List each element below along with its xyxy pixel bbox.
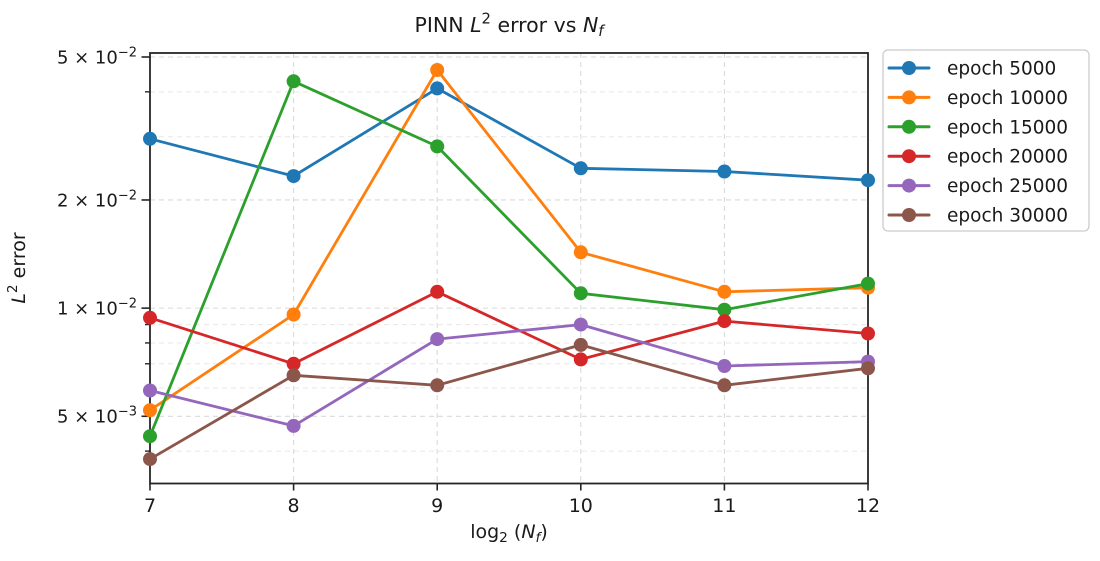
x-tick-label-10: 10	[569, 495, 593, 517]
legend-entry-epoch-5000: epoch 5000	[887, 59, 1056, 80]
legend-label-epoch-30000: epoch 30000	[947, 206, 1068, 227]
marker-epoch-5000-x11	[717, 164, 732, 179]
marker-epoch-25000-x10	[573, 317, 588, 332]
marker-epoch-15000-x7	[143, 429, 157, 444]
legend-marker-epoch-20000	[902, 149, 916, 164]
marker-epoch-10000-x7	[143, 403, 157, 418]
marker-epoch-5000-x12	[861, 173, 875, 188]
marker-epoch-5000-x10	[573, 161, 588, 176]
marker-epoch-10000-x10	[573, 245, 588, 260]
legend-marker-epoch-25000	[902, 178, 916, 193]
legend-entry-epoch-25000: epoch 25000	[887, 176, 1068, 197]
x-axis-label: log2 (Nf)	[470, 521, 548, 546]
y-tick-label-5e−2: 5 × 10−2	[57, 45, 137, 68]
series-line-epoch-20000	[148, 290, 870, 366]
marker-epoch-20000-x7	[143, 310, 157, 325]
marker-epoch-30000-x9	[430, 378, 445, 393]
legend-box	[882, 49, 1090, 232]
marker-epoch-15000-x10	[573, 286, 588, 301]
series-line-epoch-10000	[148, 68, 870, 412]
marker-epoch-25000-x11	[717, 359, 732, 373]
marker-epoch-15000-x11	[717, 302, 732, 317]
legend-marker-epoch-5000	[902, 61, 916, 75]
x-tick-label-7: 7	[144, 495, 156, 517]
marker-epoch-20000-x12	[861, 326, 875, 341]
marker-epoch-30000-x10	[573, 337, 588, 352]
marker-epoch-5000-x8	[286, 169, 301, 184]
marker-epoch-20000-x11	[717, 314, 732, 329]
chart-title: PINN L2 error vs Nf	[414, 10, 606, 40]
legend-entry-epoch-15000: epoch 15000	[887, 117, 1068, 138]
marker-epoch-30000-x7	[143, 452, 157, 467]
marker-epoch-30000-x11	[717, 378, 732, 393]
legend-entry-epoch-30000: epoch 30000	[887, 206, 1068, 227]
series-line-epoch-5000	[148, 87, 870, 182]
marker-epoch-20000-x8	[286, 356, 301, 371]
marker-epoch-10000-x9	[430, 63, 445, 77]
marker-epoch-15000-x9	[430, 139, 445, 154]
marker-epoch-15000-x12	[861, 276, 875, 291]
marker-epoch-25000-x9	[430, 332, 445, 347]
legend-label-epoch-20000: epoch 20000	[947, 147, 1068, 168]
y-tick-label-2e−2: 2 × 10−2	[57, 188, 137, 211]
marker-epoch-20000-x10	[573, 352, 588, 367]
y-tick-label-5e−3: 5 × 10−3	[57, 405, 137, 428]
legend-label-epoch-5000: epoch 5000	[947, 59, 1056, 80]
marker-epoch-20000-x9	[430, 284, 445, 299]
legend-entry-epoch-20000: epoch 20000	[887, 147, 1068, 168]
series-line-epoch-30000	[148, 343, 870, 461]
x-tick-label-11: 11	[712, 495, 736, 517]
plot-area	[149, 52, 869, 485]
y-tick-label-1e−2: 1 × 10−2	[57, 296, 137, 319]
x-tick-label-12: 12	[856, 495, 880, 517]
legend-marker-epoch-15000	[902, 119, 916, 134]
legend-label-epoch-10000: epoch 10000	[947, 88, 1068, 109]
marker-epoch-5000-x9	[430, 81, 445, 96]
legend-label-epoch-25000: epoch 25000	[947, 176, 1068, 197]
x-tick-label-8: 8	[288, 495, 300, 517]
legend-label-epoch-15000: epoch 15000	[947, 117, 1068, 138]
legend-entry-epoch-10000: epoch 10000	[887, 88, 1068, 109]
series-line-epoch-15000	[148, 79, 870, 438]
legend-marker-epoch-30000	[902, 208, 916, 222]
marker-epoch-25000-x7	[143, 383, 157, 398]
marker-epoch-30000-x8	[286, 368, 301, 383]
marker-epoch-30000-x12	[861, 361, 875, 376]
marker-epoch-5000-x7	[143, 131, 157, 146]
legend-marker-epoch-10000	[902, 90, 916, 105]
marker-epoch-10000-x8	[286, 307, 301, 322]
y-axis-label: L2 error	[5, 232, 30, 304]
marker-epoch-15000-x8	[286, 74, 301, 89]
series-line-epoch-25000	[148, 323, 870, 428]
x-tick-label-9: 9	[431, 495, 443, 517]
marker-epoch-25000-x8	[286, 418, 301, 433]
marker-epoch-10000-x11	[717, 284, 732, 299]
